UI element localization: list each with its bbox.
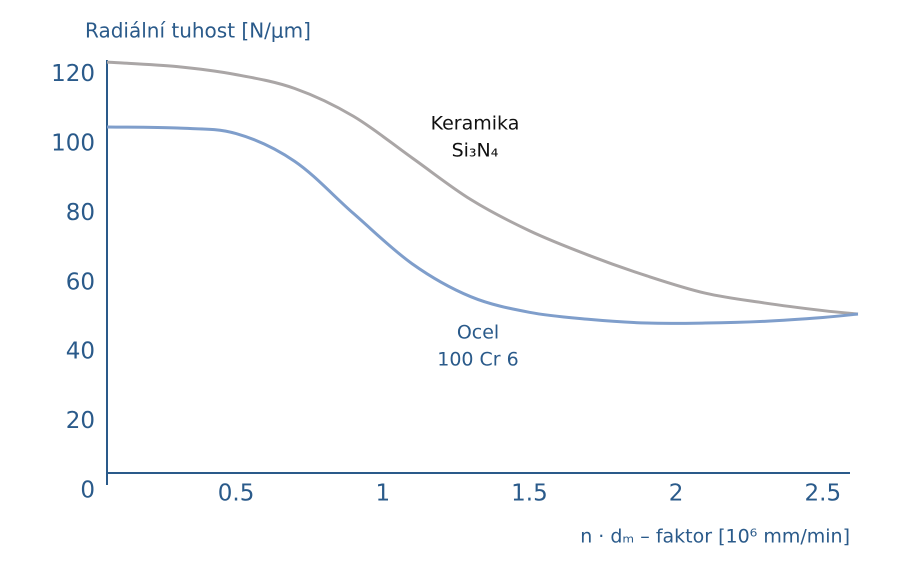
x-tick-label: 1: [375, 481, 390, 507]
annotation: Ocel: [457, 322, 499, 344]
annotation: 100 Cr 6: [437, 349, 519, 371]
x-axis-title: n · dₘ – faktor [10⁶ mm/min]: [580, 526, 850, 548]
y-tick-label: 0: [80, 478, 95, 504]
line-series: [106, 125, 859, 325]
y-tick-label: 80: [66, 200, 95, 226]
y-tick-label: 120: [51, 61, 95, 87]
x-tick-label: 1.5: [511, 481, 548, 507]
y-axis-title: Radiální tuhost [N/μm]: [85, 19, 311, 43]
y-tick-label: 40: [66, 339, 95, 365]
y-tick-label: 60: [66, 269, 95, 295]
annotation: Si₃N₄: [452, 140, 499, 162]
annotation: Keramika: [431, 113, 520, 135]
x-tick-label: 2.5: [805, 481, 842, 507]
y-tick-label: 100: [51, 131, 95, 157]
line-series: [106, 60, 859, 316]
x-tick-label: 2: [669, 481, 684, 507]
y-tick-label: 20: [66, 408, 95, 434]
x-tick-label: 0.5: [218, 481, 255, 507]
